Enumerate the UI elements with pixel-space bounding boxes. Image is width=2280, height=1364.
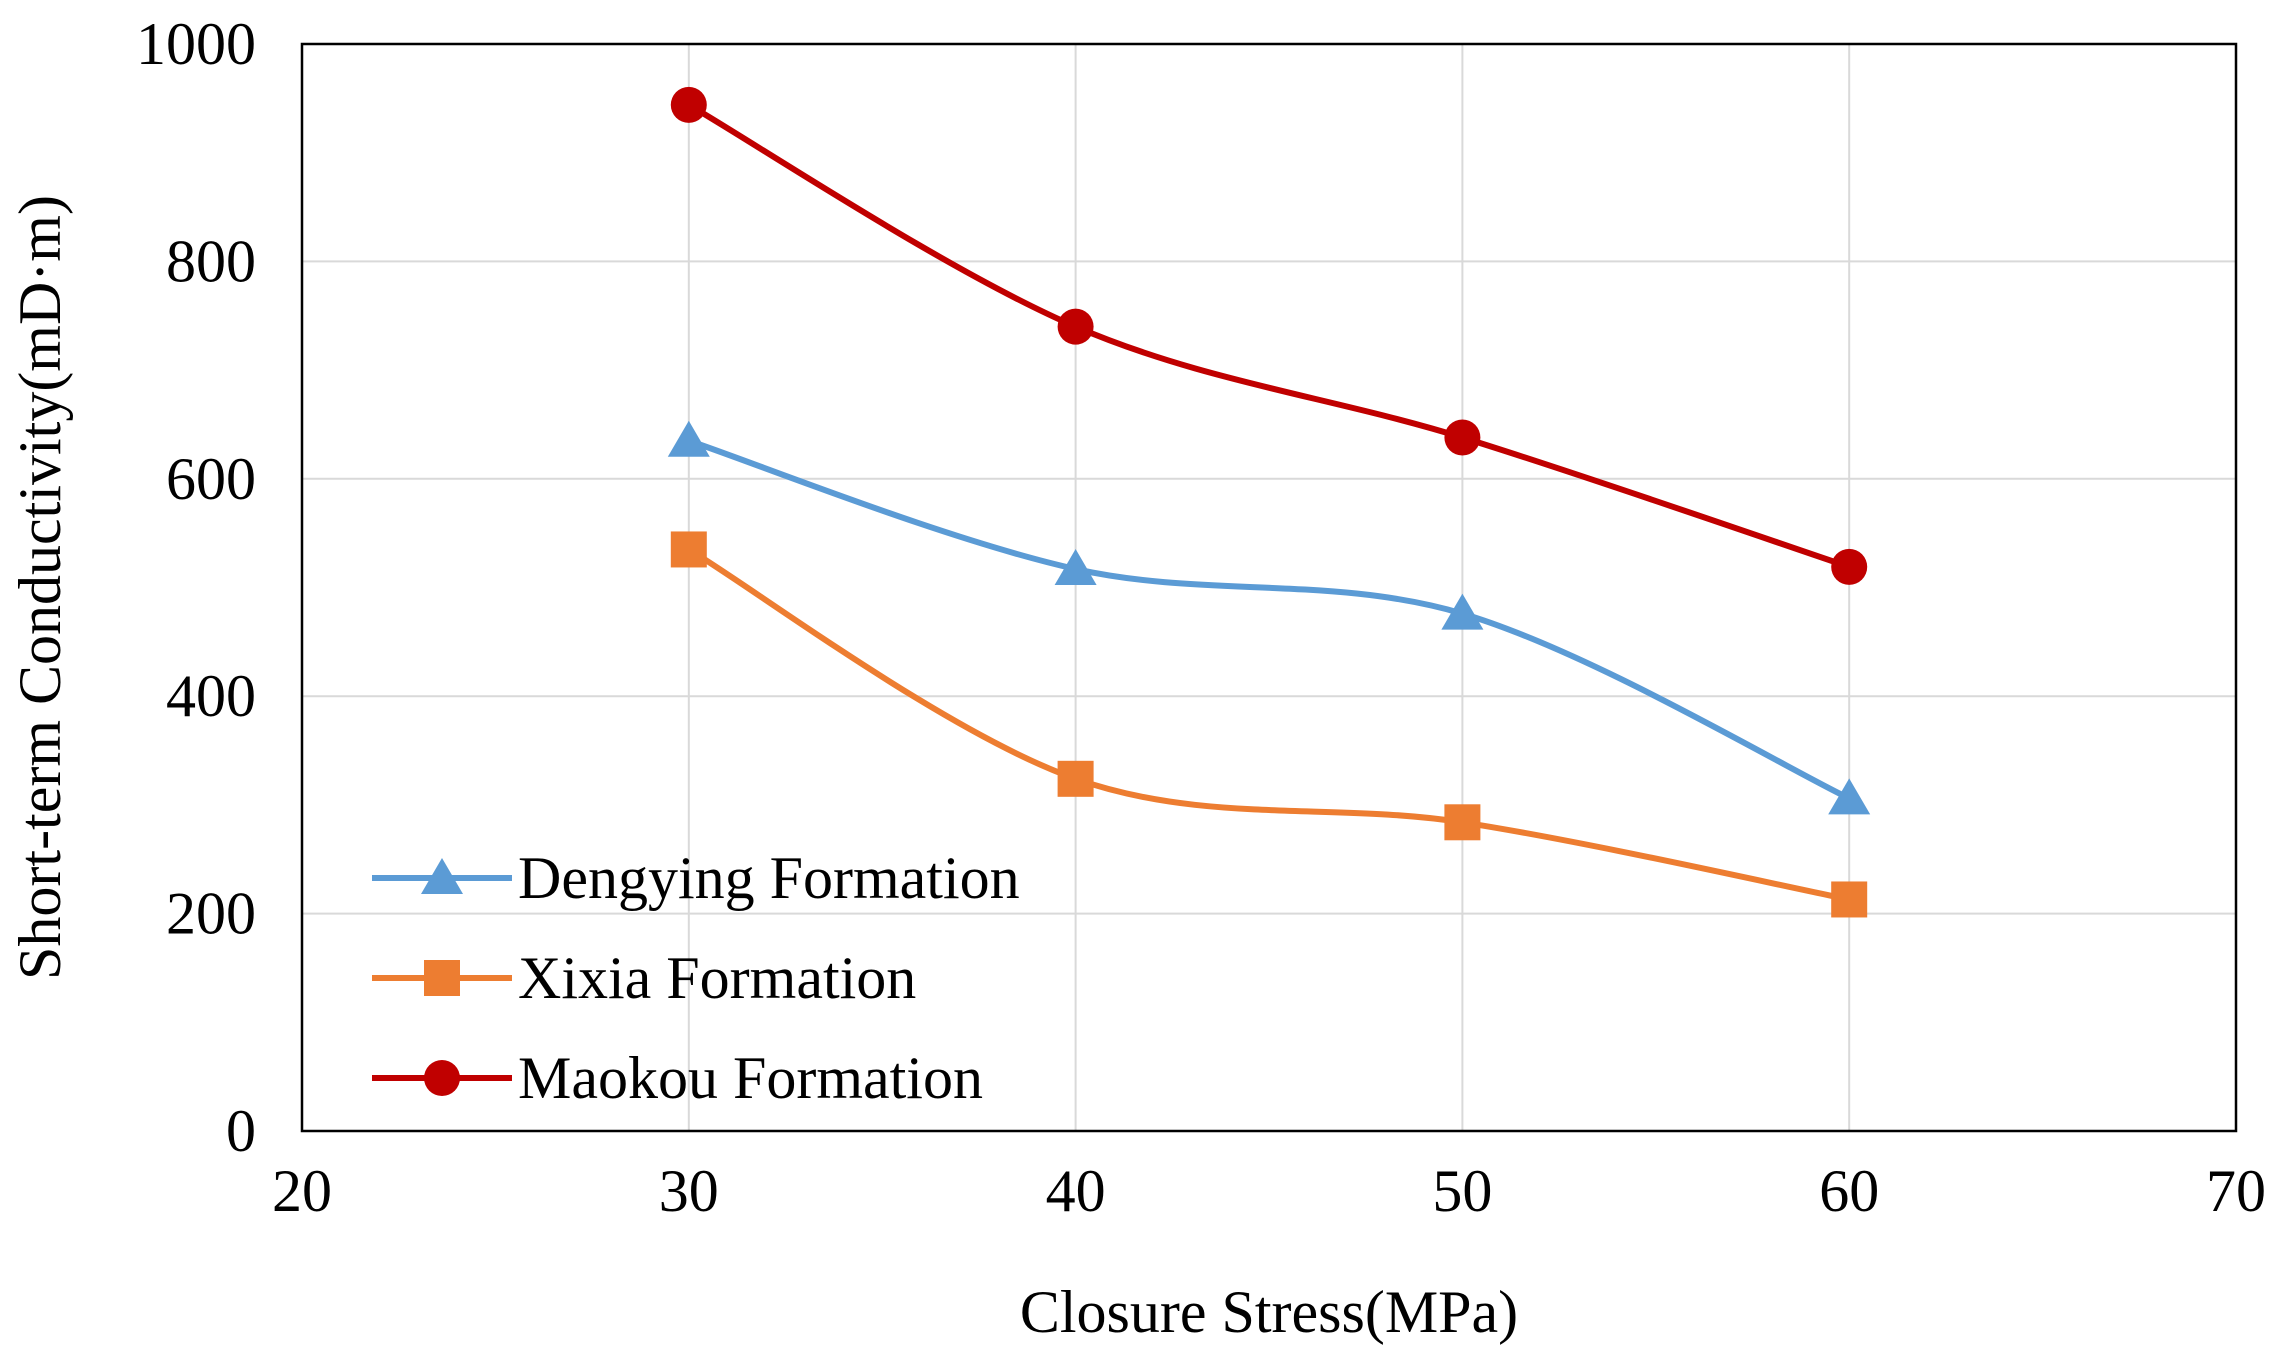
series-dengying-formation	[667, 420, 1871, 815]
legend-item: Maokou Formation	[372, 1045, 983, 1111]
legend-label: Dengying Formation	[518, 845, 1020, 911]
y-tick-label: 800	[166, 228, 256, 294]
data-point-marker	[1828, 778, 1871, 815]
data-point-marker	[1054, 549, 1097, 586]
legend-marker	[424, 1060, 460, 1096]
x-tick-label: 40	[1046, 1158, 1106, 1224]
x-axis-title: Closure Stress(MPa)	[1020, 1279, 1518, 1345]
legend-marker	[421, 858, 463, 894]
y-tick-label: 0	[226, 1098, 256, 1164]
data-point-marker	[1057, 760, 1094, 797]
legend: Dengying Formation Xixia Formation Maokou …	[372, 845, 1020, 1111]
y-tick-label: 400	[166, 663, 256, 729]
legend-label: Xixia Formation	[518, 945, 916, 1011]
data-point-marker	[1444, 804, 1481, 841]
tick-labels: 0 200 400 600 800 1000 20 30 40 50 60 70	[136, 11, 2266, 1224]
x-tick-label: 60	[1819, 1158, 1879, 1224]
x-tick-label: 20	[272, 1158, 332, 1224]
data-point-marker	[1831, 881, 1868, 918]
y-tick-label: 600	[166, 446, 256, 512]
data-point-marker	[1441, 593, 1484, 630]
legend-item: Dengying Formation	[372, 845, 1020, 911]
data-point-marker	[667, 420, 710, 457]
y-axis-title: Short-term Conductivity(mD·m)	[7, 195, 73, 980]
plot-frame	[300, 42, 2238, 1133]
series-line	[685, 437, 1853, 802]
series-xixia-formation	[670, 531, 1868, 918]
series-line	[685, 546, 1853, 903]
data-point-marker	[670, 86, 707, 123]
legend-item: Xixia Formation	[372, 945, 916, 1011]
y-tick-label: 1000	[136, 11, 256, 77]
grid-layer	[302, 44, 2236, 1131]
x-tick-label: 70	[2206, 1158, 2266, 1224]
series-maokou-formation	[670, 86, 1868, 585]
series-line	[685, 101, 1853, 570]
legend-label: Maokou Formation	[518, 1045, 983, 1111]
data-point-marker	[670, 531, 707, 568]
y-tick-label: 200	[166, 881, 256, 947]
series-layer	[667, 86, 1871, 918]
x-tick-label: 50	[1432, 1158, 1492, 1224]
legend-marker	[424, 960, 460, 996]
data-point-marker	[1444, 419, 1481, 456]
data-point-marker	[1831, 548, 1868, 585]
data-point-marker	[1057, 308, 1094, 345]
x-tick-label: 30	[659, 1158, 719, 1224]
